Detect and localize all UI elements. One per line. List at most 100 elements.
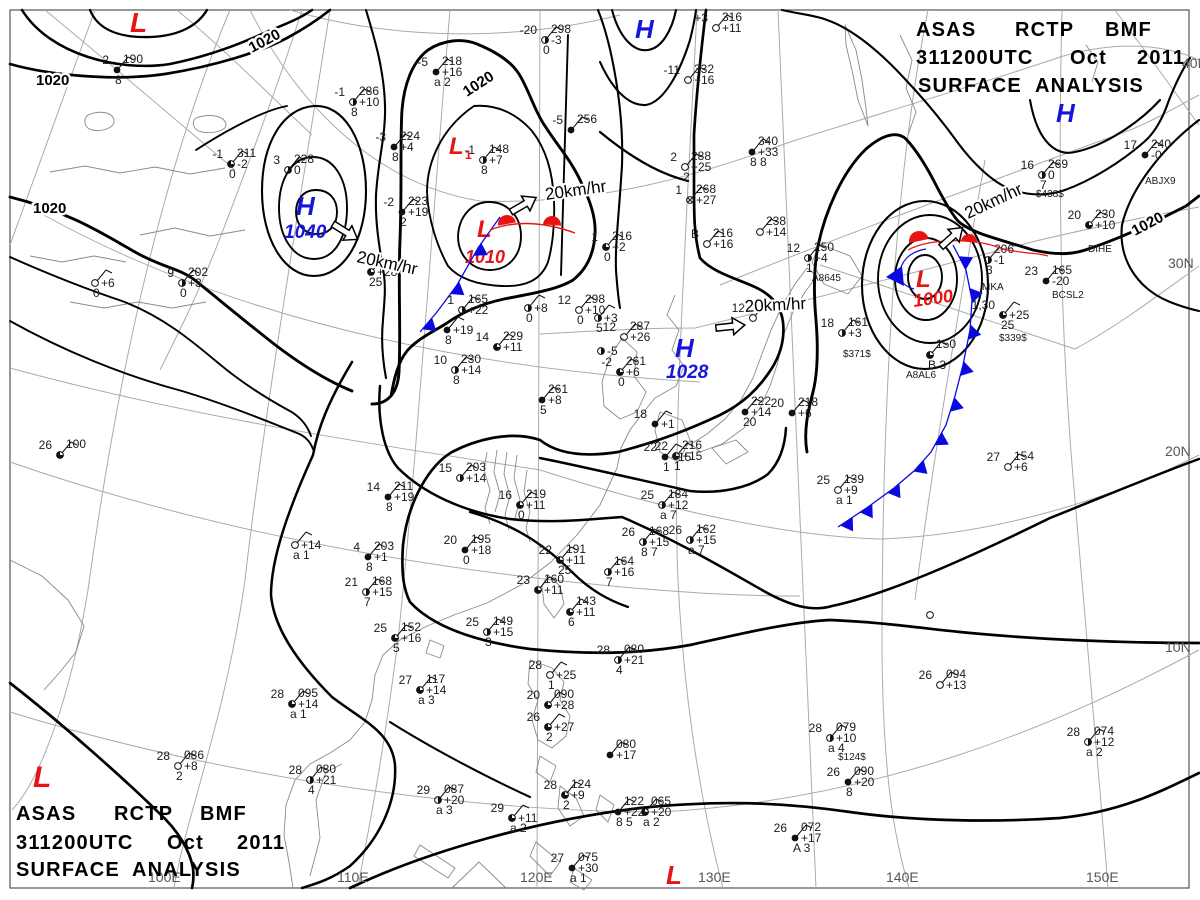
svg-text:$124$: $124$ [838, 752, 866, 763]
svg-text:+14: +14 [301, 538, 322, 552]
svg-text:+22: +22 [468, 303, 489, 317]
svg-text:+12: +12 [668, 498, 689, 512]
svg-text:27: 27 [551, 851, 565, 865]
svg-text:+7: +7 [489, 153, 503, 167]
svg-text:219: 219 [526, 487, 546, 501]
svg-text:a 2: a 2 [434, 75, 451, 89]
svg-text:298: 298 [585, 292, 605, 306]
svg-text:216: 216 [713, 226, 733, 240]
svg-text:20: 20 [444, 533, 458, 547]
svg-text:12: 12 [603, 320, 617, 334]
svg-text:100E: 100E [148, 869, 181, 885]
svg-text:298: 298 [551, 22, 571, 36]
svg-text:152: 152 [401, 620, 421, 634]
svg-text:Oct: Oct [167, 832, 204, 854]
svg-text:+3: +3 [604, 311, 618, 325]
svg-text:184: 184 [668, 487, 688, 501]
svg-text:+14: +14 [751, 405, 772, 419]
svg-text:238: 238 [766, 214, 786, 228]
svg-text:$371$: $371$ [843, 349, 871, 360]
svg-text:124: 124 [571, 777, 591, 791]
svg-text:12: 12 [732, 301, 746, 315]
svg-text:+10: +10 [836, 731, 857, 745]
svg-text:ASAS: ASAS [916, 19, 976, 41]
svg-text:-11: -11 [664, 63, 681, 77]
svg-text:2: 2 [400, 215, 407, 229]
svg-text:332: 332 [694, 62, 714, 76]
svg-text:6: 6 [568, 615, 575, 629]
svg-text:+18: +18 [471, 543, 492, 557]
svg-text:+27: +27 [554, 720, 575, 734]
svg-text:-2: -2 [98, 53, 109, 67]
svg-text:250: 250 [814, 240, 834, 254]
svg-text:MKA: MKA [982, 282, 1004, 293]
svg-text:22: 22 [644, 440, 658, 454]
svg-text:0: 0 [1048, 168, 1055, 182]
svg-text:a 3: a 3 [436, 803, 453, 817]
svg-text:161: 161 [848, 315, 868, 329]
svg-text:-1: -1 [464, 143, 475, 157]
svg-text:1: 1 [675, 183, 682, 197]
svg-text:+6: +6 [1014, 460, 1028, 474]
svg-text:a 4: a 4 [828, 741, 845, 755]
svg-text:29: 29 [417, 783, 431, 797]
svg-text:+1: +1 [374, 550, 388, 564]
svg-text:28: 28 [529, 658, 543, 672]
svg-text:+14: +14 [766, 225, 787, 239]
svg-text:28: 28 [544, 778, 558, 792]
svg-text:28: 28 [289, 763, 303, 777]
svg-text:+11: +11 [722, 21, 742, 35]
svg-text:+3: +3 [848, 326, 862, 340]
svg-text:269: 269 [1048, 157, 1068, 171]
svg-text:BMF: BMF [1105, 19, 1152, 41]
svg-text:8 5: 8 5 [616, 815, 633, 829]
svg-text:229: 229 [503, 329, 523, 343]
svg-text:8: 8 [453, 373, 460, 387]
svg-text:+4: +4 [814, 251, 828, 265]
svg-text:+15: +15 [493, 625, 514, 639]
svg-text:+10: +10 [359, 95, 380, 109]
svg-text:065: 065 [651, 794, 671, 808]
svg-text:122: 122 [624, 794, 644, 808]
svg-text:7: 7 [1040, 178, 1047, 192]
svg-text:+13: +13 [946, 678, 967, 692]
svg-text:RCTP: RCTP [114, 803, 173, 825]
svg-text:-20: -20 [520, 23, 538, 37]
svg-text:+27: +27 [696, 193, 717, 207]
svg-text:a 2: a 2 [510, 821, 527, 835]
svg-text:075: 075 [578, 850, 598, 864]
svg-text:139: 139 [844, 472, 864, 486]
svg-text:+11: +11 [526, 498, 546, 512]
svg-text:+16: +16 [442, 65, 463, 79]
svg-text:20: 20 [1068, 208, 1082, 222]
svg-text:150: 150 [936, 337, 956, 351]
svg-text:195: 195 [471, 532, 491, 546]
svg-text:40N: 40N [1182, 55, 1200, 71]
svg-text:+33: +33 [758, 145, 779, 159]
svg-text:261: 261 [548, 382, 568, 396]
svg-text:286: 286 [359, 84, 379, 98]
svg-text:20N: 20N [1165, 443, 1191, 459]
svg-text:+16: +16 [614, 565, 635, 579]
svg-text:1040: 1040 [284, 222, 327, 243]
svg-text:ANALYSIS: ANALYSIS [132, 859, 241, 881]
svg-text:12: 12 [558, 293, 572, 307]
svg-text:2: 2 [176, 769, 183, 783]
svg-text:28: 28 [271, 687, 285, 701]
svg-text:074: 074 [1094, 724, 1114, 738]
svg-text:27: 27 [987, 450, 1001, 464]
svg-text:L: L [130, 7, 147, 38]
svg-text:25: 25 [641, 488, 655, 502]
svg-text:18: 18 [821, 316, 835, 330]
svg-text:5: 5 [596, 321, 603, 335]
svg-text:+8: +8 [184, 759, 198, 773]
svg-text:22: 22 [539, 543, 553, 557]
svg-text:-2: -2 [383, 195, 394, 209]
svg-text:9: 9 [167, 266, 174, 280]
svg-text:8: 8 [445, 333, 452, 347]
svg-text:SURFACE: SURFACE [16, 859, 120, 881]
svg-text:a 1: a 1 [293, 548, 310, 562]
svg-text:26: 26 [39, 438, 53, 452]
svg-text:+14: +14 [298, 697, 319, 711]
svg-text:25: 25 [374, 621, 388, 635]
